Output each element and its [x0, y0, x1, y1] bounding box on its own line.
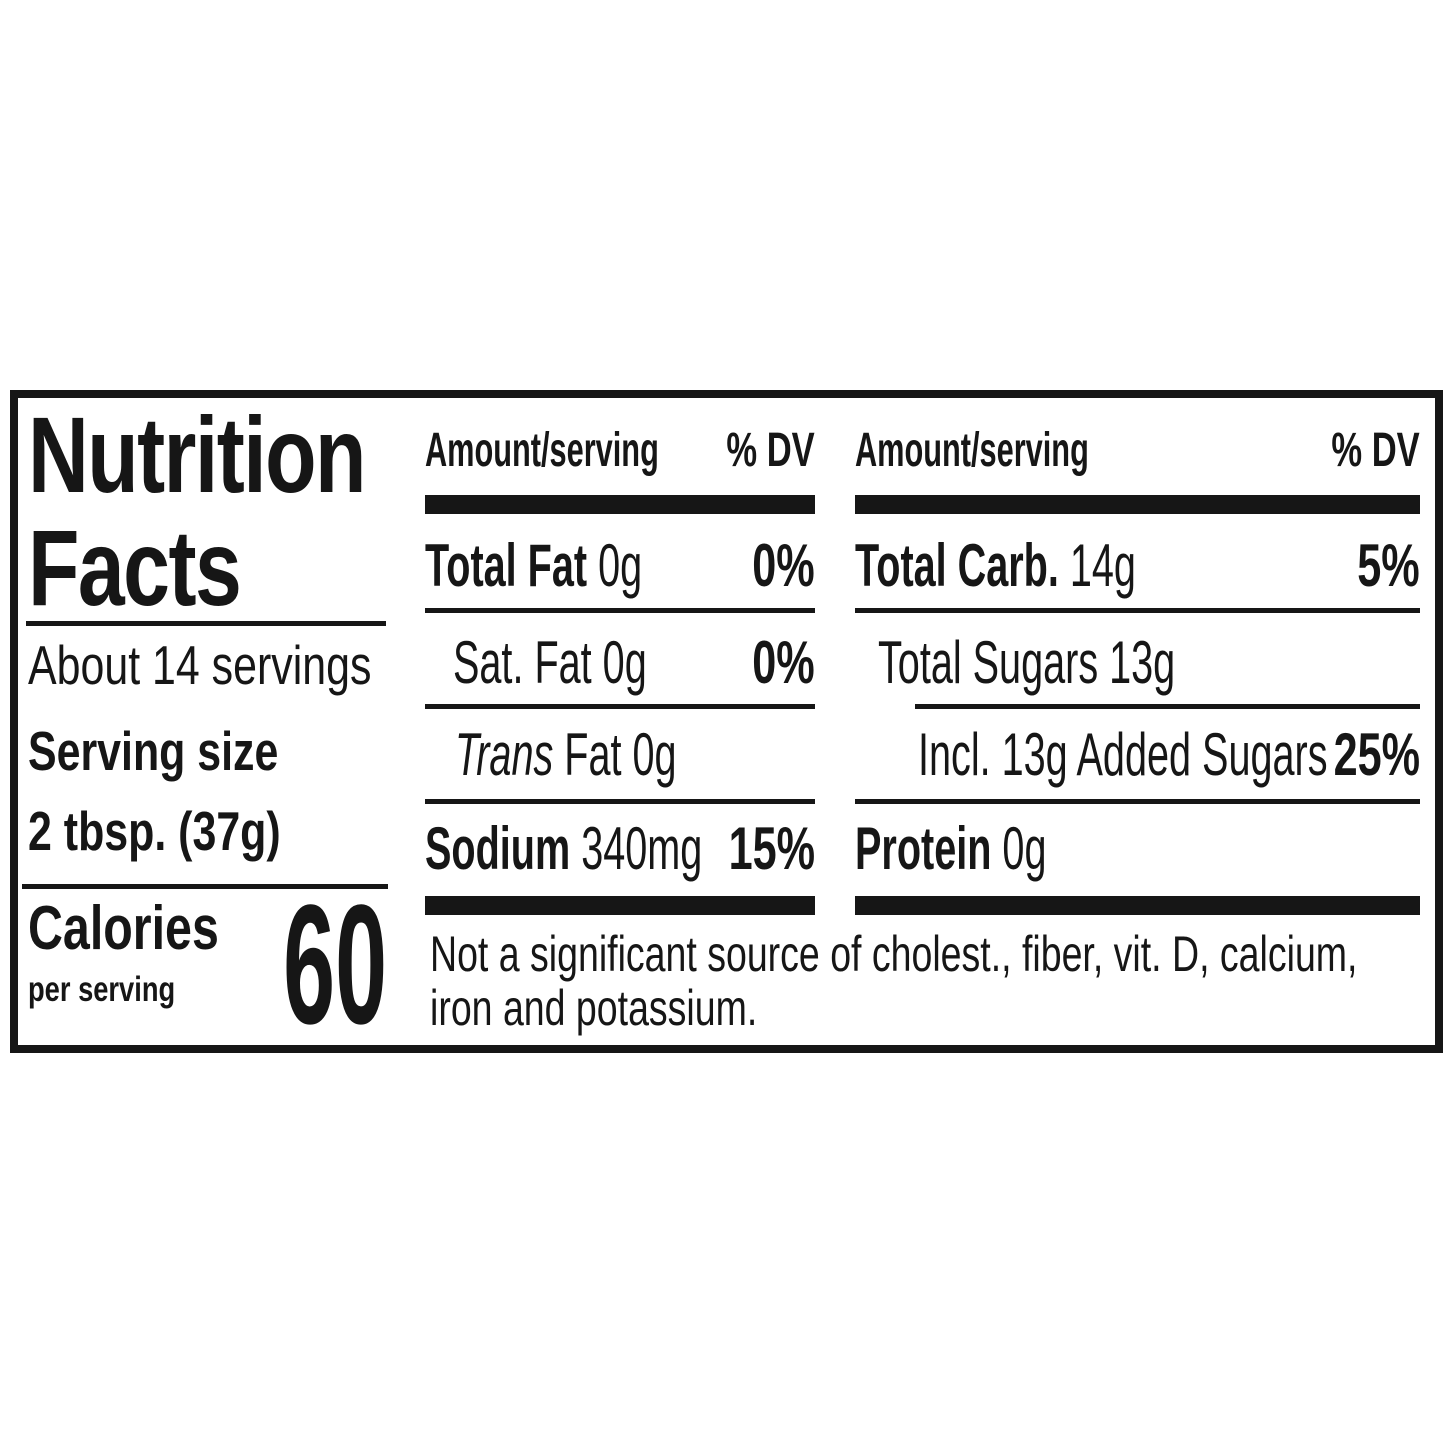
left-info-column: Nutrition Facts About 14 servings Servin…	[18, 394, 1435, 1050]
total-carb-amount: 14g	[1069, 532, 1136, 599]
divider	[425, 704, 815, 709]
total-fat-amount: 0g	[598, 532, 643, 599]
total-fat-row: Total Fat 0g 0%	[425, 534, 815, 598]
thick-bar-bottom-col1	[425, 896, 815, 915]
amount-serving-header: Amount/serving	[425, 424, 659, 477]
footnote: Not a significant source of cholest., fi…	[430, 927, 1445, 1035]
calories-label: Calories	[28, 894, 219, 963]
protein-amount: 0g	[1002, 815, 1047, 882]
total-carb-dv: 5%	[1357, 532, 1420, 599]
calories-per-serving-label: per serving	[28, 970, 176, 1009]
total-sugars-amount: 13g	[1109, 629, 1176, 696]
trans-fat-row: Trans Fat 0g	[425, 723, 815, 787]
column1-header: Amount/serving % DV	[425, 424, 815, 478]
divider	[425, 608, 815, 613]
trans-fat-rest: Fat 0g	[564, 721, 677, 788]
total-sugars-row: Total Sugars 13g	[855, 631, 1420, 695]
thick-bar-top-col2	[855, 495, 1420, 514]
total-carb-row: Total Carb. 14g 5%	[855, 534, 1420, 598]
protein-name: Protein	[855, 815, 992, 882]
percent-dv-header: % DV	[726, 424, 815, 477]
calories-value: 60	[282, 870, 387, 1060]
sodium-name: Sodium	[425, 815, 571, 882]
total-carb-name: Total Carb.	[855, 532, 1059, 599]
divider-under-title	[26, 621, 386, 626]
sodium-dv: 15%	[728, 815, 815, 882]
divider-above-calories	[22, 884, 388, 889]
serving-size-label: Serving size	[28, 720, 279, 782]
divider	[855, 799, 1420, 804]
divider	[855, 608, 1420, 613]
added-sugars-name: Incl. 13g Added Sugars	[918, 721, 1328, 788]
sat-fat-row: Sat. Fat 0g 0%	[425, 631, 815, 695]
divider	[425, 799, 815, 804]
total-sugars-name: Total Sugars	[878, 629, 1099, 696]
added-sugars-dv: 25%	[1333, 721, 1420, 788]
serving-size-value: 2 tbsp. (37g)	[28, 800, 281, 862]
carb-protein-column: Amount/serving % DV Total Carb. 14g 5% T…	[18, 398, 1435, 1045]
protein-row: Protein 0g	[855, 817, 1420, 881]
column2-header: Amount/serving % DV	[855, 424, 1420, 478]
amount-serving-header: Amount/serving	[855, 424, 1089, 477]
fat-sodium-column: Amount/serving % DV Total Fat 0g 0% Sat.…	[18, 398, 1435, 1045]
nutrition-facts-label: Nutrition Facts About 14 servings Servin…	[10, 390, 1443, 1053]
sat-fat-dv: 0%	[752, 629, 815, 696]
title-line-1: Nutrition	[28, 394, 366, 515]
servings-count: About 14 servings	[28, 634, 372, 696]
sodium-amount: 340mg	[581, 815, 703, 882]
footnote-line-1: Not a significant source of cholest., fi…	[430, 926, 1358, 982]
total-fat-name: Total Fat	[425, 532, 588, 599]
nutrition-facts-title: Nutrition Facts	[28, 394, 366, 628]
thick-bar-bottom-col2	[855, 896, 1420, 915]
thick-bar-top-col1	[425, 495, 815, 514]
percent-dv-header: % DV	[1331, 424, 1420, 477]
sodium-row: Sodium 340mg 15%	[425, 817, 815, 881]
added-sugars-row: Incl. 13g Added Sugars 25%	[855, 723, 1420, 787]
title-line-2: Facts	[28, 507, 242, 628]
sat-fat-amount: 0g	[602, 629, 647, 696]
total-fat-dv: 0%	[752, 532, 815, 599]
footnote-line-2: iron and potassium.	[430, 980, 758, 1036]
divider-indented	[915, 704, 1420, 709]
trans-fat-name-italic: Trans	[455, 721, 554, 788]
sat-fat-name: Sat. Fat	[453, 629, 592, 696]
